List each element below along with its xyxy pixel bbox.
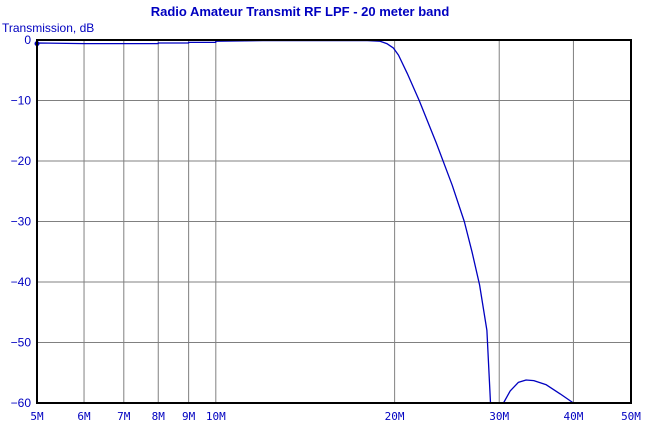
y-tick-label: 0 xyxy=(24,33,31,47)
x-tick-label: 10M xyxy=(206,410,226,423)
y-tick-label: −20 xyxy=(11,154,32,168)
y-tick-label: −30 xyxy=(11,215,32,229)
tick-labels: 5M 6M 7M 8M 9M 10M 20M 30M 40M 50M 0 −10 −20 −30 −40 −5… xyxy=(11,33,642,423)
chart-title: Radio Amateur Transmit RF LPF - 20 meter… xyxy=(151,4,450,19)
x-tick-label: 40M xyxy=(563,410,583,423)
x-tick-label: 50M xyxy=(621,410,641,423)
series-line xyxy=(36,39,631,404)
y-axis-label: Transmission, dB xyxy=(2,21,94,35)
x-tick-label: 9M xyxy=(182,410,196,423)
x-tick-label: 20M xyxy=(385,410,405,423)
y-tick-label: −60 xyxy=(11,396,32,410)
x-tick-label: 30M xyxy=(489,410,509,423)
y-tick-label: −50 xyxy=(11,336,32,350)
x-tick-label: 7M xyxy=(117,410,131,423)
x-tick-label: 8M xyxy=(152,410,166,423)
y-tick-label: −10 xyxy=(11,94,32,108)
y-tick-label: −40 xyxy=(11,275,32,289)
grid xyxy=(36,39,632,404)
x-tick-label: 5M xyxy=(30,410,44,423)
x-tick-label: 6M xyxy=(77,410,91,423)
plot-frame xyxy=(36,39,632,404)
